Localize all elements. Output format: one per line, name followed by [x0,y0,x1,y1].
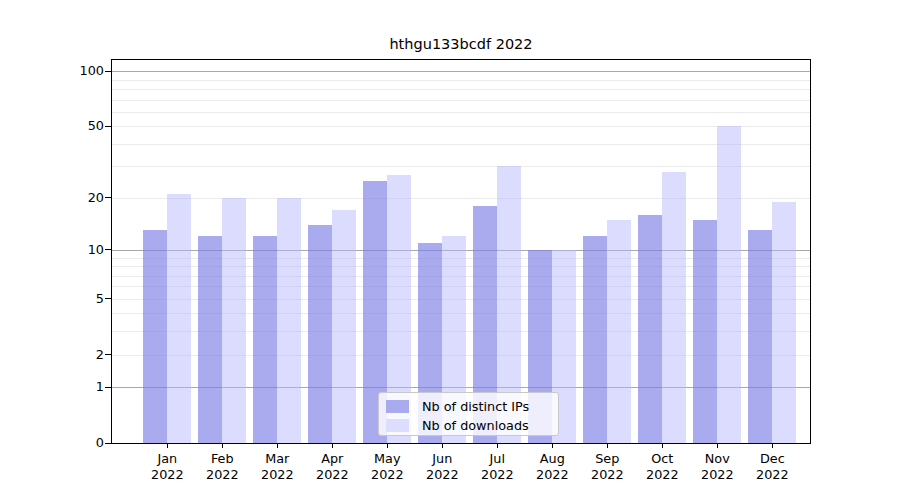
month-name: Jan [139,451,195,467]
y-tick-label-50: 50 [54,118,104,134]
gridline-50 [112,126,810,127]
x-tick-dec [772,443,773,448]
x-tick-label-nov: Nov2022 [689,451,745,482]
x-tick-label-dec: Dec2022 [744,451,800,482]
month-year: 2022 [359,467,415,483]
gridline-30 [112,166,810,167]
gridline-40 [112,144,810,145]
x-tick-label-oct: Oct2022 [634,451,690,482]
x-tick-nov [717,443,718,448]
gridline-100 [112,71,810,72]
x-tick-sep [607,443,608,448]
y-tick-100 [105,71,111,72]
bar-ips-dec [748,230,772,443]
x-tick-label-sep: Sep2022 [579,451,635,482]
legend-row-downloads: Nb of downloads [386,417,558,433]
legend-label-ips: Nb of distinct IPs [422,399,529,414]
y-tick-label-1: 1 [54,379,104,395]
x-tick-aug [552,443,553,448]
bar-ips-nov [693,220,717,443]
bar-downloads-feb [222,198,246,443]
month-year: 2022 [689,467,745,483]
x-tick-jul [497,443,498,448]
month-name: Jun [414,451,470,467]
gridline-20 [112,198,810,199]
month-name: Jul [469,451,525,467]
month-name: Dec [744,451,800,467]
y-tick-10 [105,249,111,250]
y-tick-2 [105,354,111,355]
month-year: 2022 [304,467,360,483]
month-year: 2022 [139,467,195,483]
month-name: Nov [689,451,745,467]
gridline-60 [112,112,810,113]
x-tick-label-may: May2022 [359,451,415,482]
x-tick-jun [442,443,443,448]
bar-ips-sep [583,236,607,443]
month-name: Apr [304,451,360,467]
month-year: 2022 [634,467,690,483]
x-tick-label-jul: Jul2022 [469,451,525,482]
month-name: Sep [579,451,635,467]
y-tick-label-5: 5 [54,291,104,307]
x-tick-feb [222,443,223,448]
bar-ips-apr [308,225,332,443]
month-year: 2022 [744,467,800,483]
bar-ips-jan [143,230,167,443]
x-tick-label-jun: Jun2022 [414,451,470,482]
bar-downloads-mar [277,198,301,443]
bar-downloads-jan [167,194,191,443]
bar-downloads-nov [717,126,741,443]
y-tick-0 [105,443,111,444]
y-tick-50 [105,126,111,127]
y-tick-label-10: 10 [54,242,104,258]
y-tick-label-100: 100 [54,63,104,79]
x-tick-jan [167,443,168,448]
x-tick-label-apr: Apr2022 [304,451,360,482]
x-tick-apr [332,443,333,448]
gridline-70 [112,100,810,101]
bar-ips-oct [638,215,662,443]
x-tick-label-jan: Jan2022 [139,451,195,482]
y-tick-label-0: 0 [54,435,104,451]
bar-downloads-sep [607,220,631,443]
x-tick-may [387,443,388,448]
month-year: 2022 [524,467,580,483]
bar-downloads-apr [332,210,356,443]
month-year: 2022 [249,467,305,483]
legend-swatch-downloads [386,419,409,432]
y-tick-20 [105,197,111,198]
x-tick-label-aug: Aug2022 [524,451,580,482]
y-tick-label-20: 20 [54,190,104,206]
gridline-80 [112,89,810,90]
bar-ips-feb [198,236,222,443]
y-tick-5 [105,298,111,299]
bar-ips-mar [253,236,277,443]
month-year: 2022 [579,467,635,483]
x-tick-oct [662,443,663,448]
y-tick-label-2: 2 [54,347,104,363]
x-tick-label-feb: Feb2022 [194,451,250,482]
gridline-90 [112,80,810,81]
bar-downloads-oct [662,172,686,443]
legend: Nb of distinct IPs Nb of downloads [378,392,559,436]
y-tick-1 [105,387,111,388]
plot-area [111,59,811,444]
legend-label-downloads: Nb of downloads [422,418,529,433]
x-tick-mar [277,443,278,448]
x-tick-label-mar: Mar2022 [249,451,305,482]
month-year: 2022 [194,467,250,483]
legend-swatch-ips [386,400,409,413]
legend-row-ips: Nb of distinct IPs [386,398,558,414]
month-name: Mar [249,451,305,467]
month-name: Feb [194,451,250,467]
month-year: 2022 [414,467,470,483]
bar-downloads-dec [772,202,796,443]
month-name: May [359,451,415,467]
month-year: 2022 [469,467,525,483]
month-name: Aug [524,451,580,467]
month-name: Oct [634,451,690,467]
chart-title: hthgu133bcdf 2022 [111,36,811,52]
